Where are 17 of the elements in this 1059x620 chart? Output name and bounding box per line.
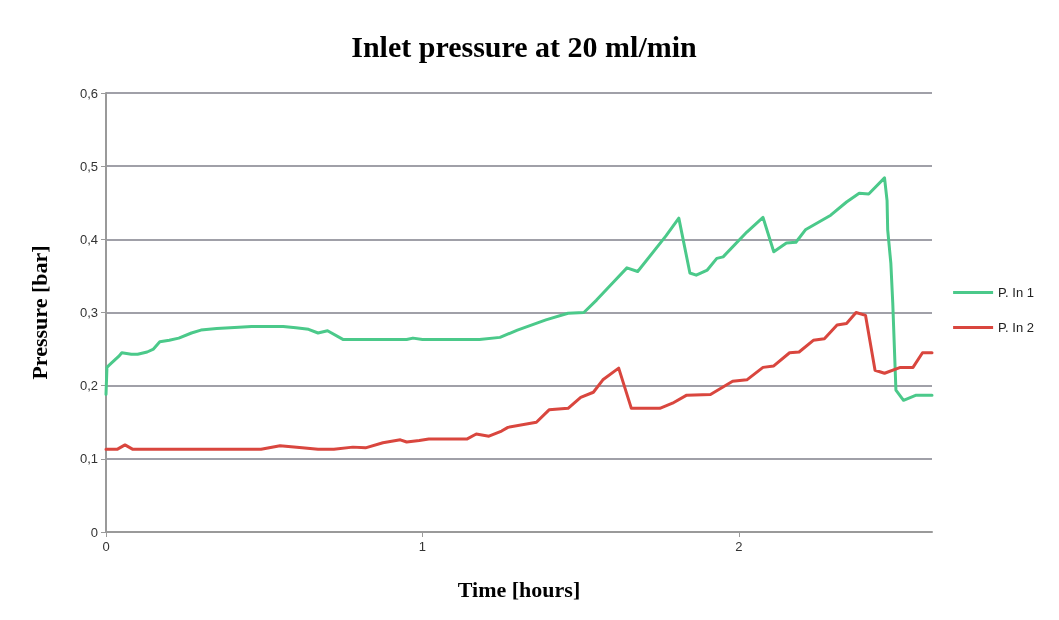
x-tick-label: 0 — [102, 539, 110, 554]
y-tick-label: 0,6 — [79, 85, 98, 101]
x-tick-label: 2 — [735, 539, 743, 554]
legend-label: P. In 1 — [998, 285, 1034, 300]
x-tick-label: 1 — [418, 539, 427, 554]
y-tick-label: 0,4 — [79, 231, 98, 247]
x-axis-title: Time [hours] — [457, 576, 581, 602]
y-tick-label: 0,5 — [79, 158, 98, 174]
y-tick-label: 0 — [90, 524, 98, 540]
line-series — [104, 176, 934, 402]
legend-label: P. In 2 — [998, 320, 1034, 335]
y-tick-label: 0,3 — [79, 305, 98, 320]
y-tick-label: 0,1 — [79, 451, 98, 467]
y-axis-title: Pressure [bar] — [26, 245, 52, 380]
chart-title: Inlet pressure at 20 ml/min — [351, 29, 698, 63]
line-series — [104, 311, 934, 451]
y-tick-label: 0,2 — [79, 378, 98, 394]
